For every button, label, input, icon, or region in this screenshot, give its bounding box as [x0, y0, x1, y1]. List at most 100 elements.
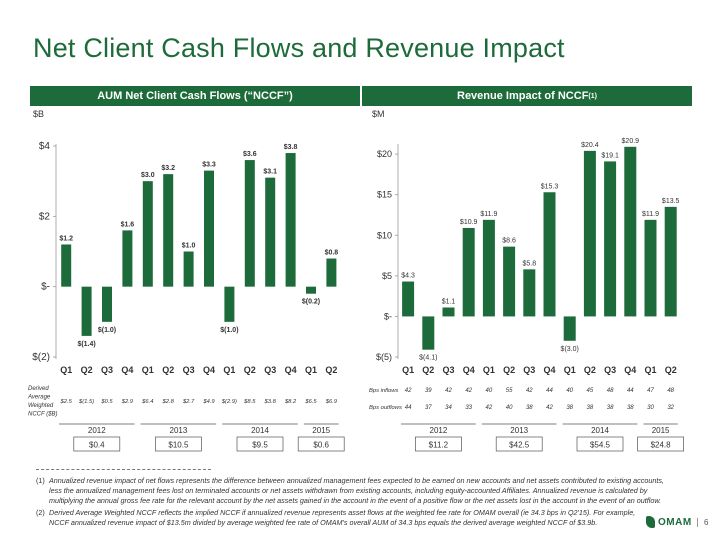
nccf-year-label: 2013 — [170, 426, 188, 435]
bps-value: 55 — [506, 388, 513, 394]
revenue-category-label: Q1 — [402, 365, 414, 375]
revenue-bar — [604, 161, 617, 317]
derived-label-line: NCCF ($B) — [28, 412, 58, 418]
bps-value: 42 — [445, 388, 452, 394]
revenue-bar — [503, 246, 516, 317]
bps-value: 40 — [506, 405, 513, 411]
bps-value: 42 — [405, 388, 412, 394]
nccf-category-label: Q2 — [81, 365, 93, 375]
nccf-data-label: $(1.0) — [220, 327, 238, 334]
nccf-y-tick-label: $4 — [39, 141, 51, 152]
nccf-year-total-box — [73, 436, 121, 452]
revenue-bar — [644, 219, 657, 317]
revenue-year-total: $24.8 — [651, 441, 672, 450]
revenue-year-label: 2012 — [430, 426, 448, 435]
revenue-impact-chart: $20 $15 $10 $5 $- $(5) $4.3 Q1 $(4.1) Q2 $1.1 Q3 $10… — [369, 138, 684, 452]
nccf-year-label: 2015 — [312, 426, 330, 435]
revenue-category-label: Q3 — [523, 365, 535, 375]
nccf-category-label: Q4 — [203, 365, 215, 375]
revenue-bar — [422, 316, 435, 350]
nccf-data-label: $(1.0) — [98, 327, 116, 334]
revenue-data-label: $10.9 — [460, 219, 478, 226]
nccf-y-tick-label: $- — [41, 282, 50, 293]
revenue-data-label: $20.9 — [622, 138, 640, 145]
bps-value: 38 — [607, 405, 614, 411]
derived-value: $2.9 — [121, 399, 134, 405]
nccf-category-label: Q1 — [223, 365, 235, 375]
nccf-data-label: $3.0 — [141, 172, 155, 179]
revenue-data-label: $4.3 — [401, 273, 415, 280]
right-chart-title-sup: (1) — [588, 92, 597, 100]
revenue-data-label: $19.1 — [601, 152, 619, 159]
nccf-year-total: $0.4 — [89, 441, 105, 450]
bps-value: 32 — [667, 405, 674, 411]
derived-label-line: Derived — [28, 386, 49, 392]
nccf-data-label: $0.8 — [325, 250, 339, 257]
revenue-year-total-box — [576, 436, 624, 452]
nccf-year-total-box — [236, 436, 284, 452]
nccf-category-label: Q4 — [121, 365, 133, 375]
bps-value: 40 — [566, 388, 573, 394]
revenue-bar — [523, 269, 536, 317]
omam-logo: OMAM — [646, 516, 692, 528]
revenue-category-label: Q3 — [442, 365, 454, 375]
revenue-year-total: $42.5 — [509, 441, 530, 450]
bps-value: 42 — [526, 388, 533, 394]
nccf-data-label: $1.6 — [121, 221, 135, 228]
revenue-category-label: Q2 — [584, 365, 596, 375]
bps-value: 42 — [486, 405, 493, 411]
revenue-bar — [442, 307, 455, 317]
bps-value: 48 — [667, 388, 674, 394]
footnote-separator — [36, 469, 211, 470]
revenue-data-label: $(4.1) — [419, 355, 437, 362]
bps-value: 48 — [607, 388, 614, 394]
bps-value: 38 — [587, 405, 594, 411]
nccf-bar — [265, 177, 276, 287]
revenue-category-label: Q2 — [503, 365, 515, 375]
bps-value: 42 — [465, 388, 472, 394]
revenue-y-tick-label: $(5) — [376, 352, 392, 362]
revenue-y-tick-label: $- — [384, 311, 392, 321]
page-number: 6 — [697, 518, 708, 527]
derived-value: $8.2 — [284, 399, 297, 405]
revenue-bar — [543, 192, 556, 317]
footnote-1: (1) Annualized revenue impact of net flo… — [36, 476, 676, 506]
nccf-bar — [102, 286, 112, 322]
derived-value: $0.5 — [100, 399, 113, 405]
derived-value: $6.5 — [304, 399, 317, 405]
derived-value: $8.5 — [243, 399, 256, 405]
revenue-y-tick-label: $5 — [382, 271, 392, 281]
nccf-data-label: $1.2 — [59, 235, 73, 242]
nccf-data-label: $3.6 — [243, 151, 257, 158]
derived-value: $4.9 — [202, 399, 215, 405]
revenue-data-label: $20.4 — [581, 142, 599, 149]
revenue-category-label: Q1 — [564, 365, 576, 375]
bps-value: 47 — [647, 388, 654, 394]
bps-row-label: Bps outflows — [369, 405, 402, 411]
omam-logo-icon — [646, 516, 655, 528]
nccf-category-label: Q1 — [142, 365, 154, 375]
revenue-year-total: $11.2 — [429, 441, 449, 450]
nccf-data-label: $(1.4) — [77, 341, 95, 348]
footnote-2-text: Derived Average Weighted NCCF reflects t… — [49, 508, 636, 527]
nccf-year-label: 2012 — [88, 426, 106, 435]
revenue-category-label: Q4 — [463, 365, 475, 375]
nccf-category-label: Q2 — [244, 365, 256, 375]
revenue-bar — [462, 227, 475, 317]
bps-value: 30 — [647, 405, 654, 411]
bps-value: 44 — [627, 388, 634, 394]
derived-value: $(1.5) — [78, 399, 94, 405]
revenue-category-label: Q4 — [624, 365, 636, 375]
nccf-bar — [163, 174, 174, 287]
nccf-year-total: $0.6 — [313, 441, 329, 450]
bps-value: 38 — [627, 405, 634, 411]
nccf-category-label: Q4 — [285, 365, 297, 375]
nccf-bar — [61, 244, 72, 287]
bps-value: 34 — [445, 405, 452, 411]
revenue-data-label: $15.3 — [541, 183, 559, 190]
nccf-bar — [224, 286, 235, 322]
revenue-y-tick-label: $10 — [377, 230, 392, 240]
left-unit-label: $B — [33, 109, 45, 119]
nccf-chart: $4 $2 $- $(2) $1.2 Q1 $(1.4) Q2 $(1.0) Q3 $1.6 Q4 $3… — [27, 141, 345, 452]
revenue-year-total-box — [495, 436, 543, 452]
